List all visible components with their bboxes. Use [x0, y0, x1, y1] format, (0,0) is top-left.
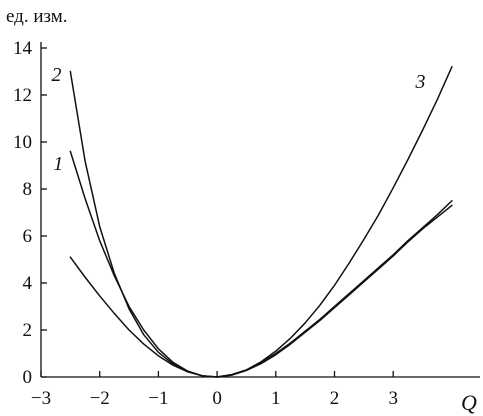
y-tick-label: 0: [23, 367, 33, 388]
y-tick-label: 2: [23, 320, 33, 341]
y-tick-label: 12: [13, 85, 32, 106]
x-tick-label: 0: [212, 388, 222, 409]
series-2-line: [69, 70, 453, 378]
y-tick-label: 10: [13, 132, 32, 153]
x-tick-label: 1: [271, 388, 281, 409]
x-tick-label: 3: [388, 388, 398, 409]
curve-labels: 1 2 3: [52, 64, 426, 175]
series-1-label: 1: [53, 153, 63, 175]
x-axis-title: Q: [461, 390, 477, 415]
series-3-line: [69, 66, 453, 378]
x-tick-label: −2: [90, 388, 110, 409]
x-tick-label: −1: [148, 388, 168, 409]
curves: [69, 66, 453, 378]
x-tick-label: −3: [31, 388, 51, 409]
y-tick-label: 14: [13, 38, 33, 59]
y-tick-label: 6: [23, 226, 33, 247]
series-3-label: 3: [414, 71, 425, 93]
y-tick-label: 8: [23, 179, 33, 200]
y-axis-title: ед. изм.: [6, 6, 68, 27]
x-ticks: −3 −2 −1 0 1 2 3: [31, 371, 398, 409]
y-ticks: 0 2 4 6 8 10 12 14: [13, 38, 47, 388]
x-tick-label: 2: [330, 388, 340, 409]
y-tick-label: 4: [23, 273, 33, 294]
series-2-label: 2: [52, 64, 62, 86]
